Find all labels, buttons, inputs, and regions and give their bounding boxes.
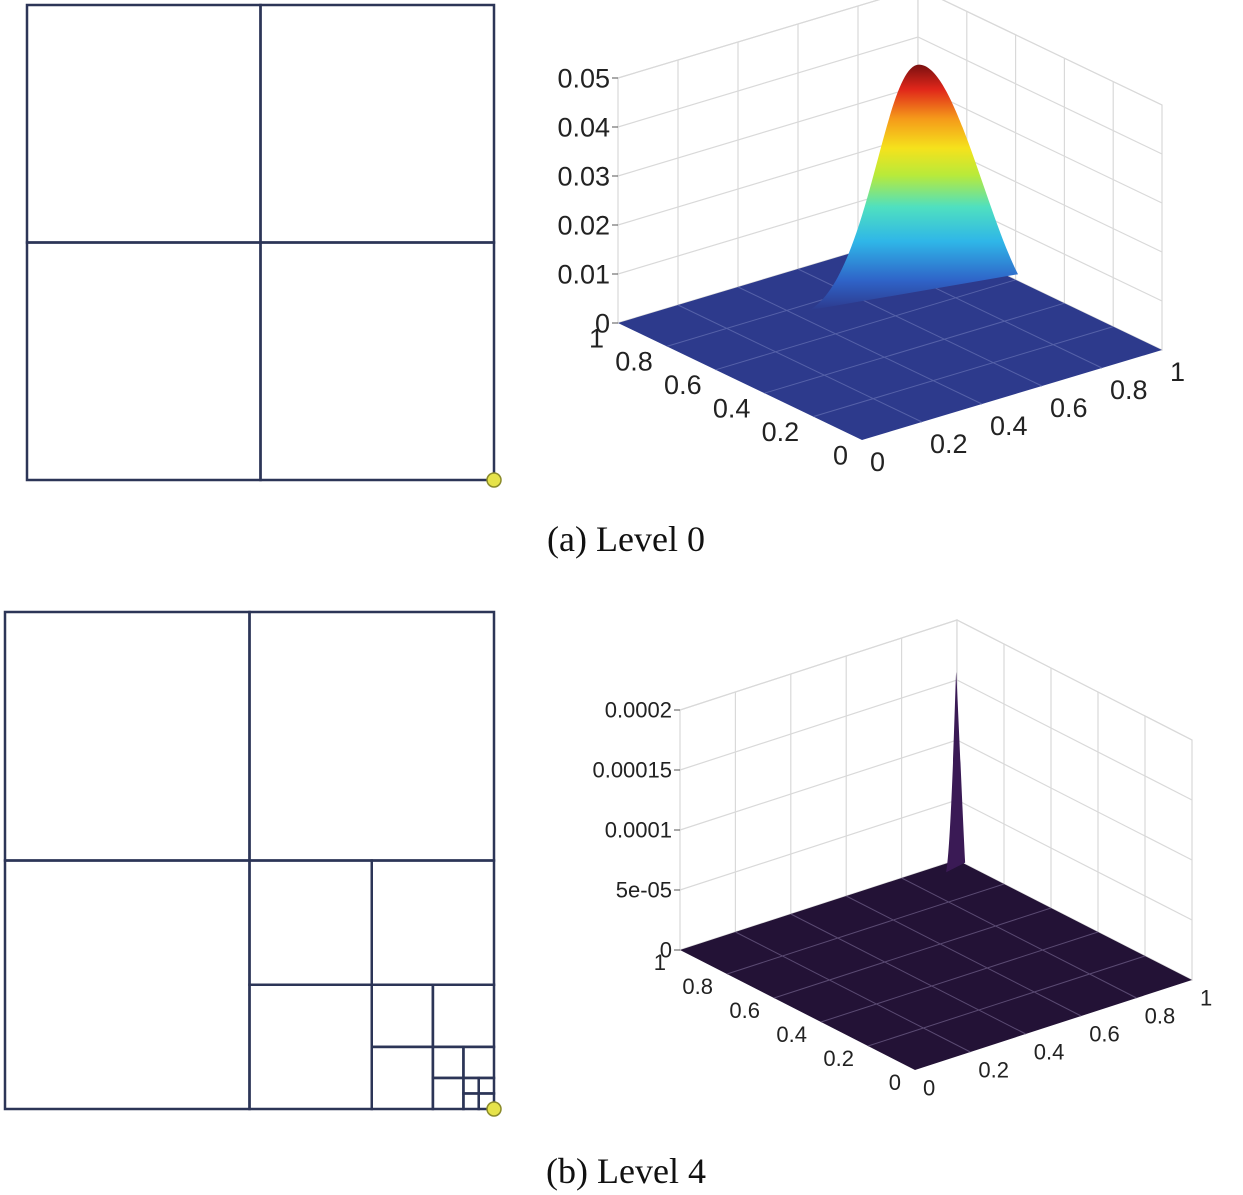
surf-b-floor-gridline <box>773 907 1052 999</box>
surf-b-floor-gridline <box>735 931 971 1053</box>
surf-b-floor-gridline <box>726 883 1005 975</box>
level0-mesh-cell <box>259 3 496 244</box>
surf-b-z-tick-label: 0.0001 <box>605 818 672 843</box>
surf-a-floor-gridline <box>737 286 983 405</box>
surf-b-floor-gridline <box>790 913 1027 1035</box>
surf-a-z-tick-label: 0 <box>595 308 610 338</box>
caption-level0: (a) Level 0 <box>547 519 705 559</box>
level4-surface-spike <box>946 672 966 873</box>
surf-a-x-tick-label: 0.4 <box>990 411 1028 441</box>
surf-b-floor-gridline <box>845 895 1082 1017</box>
surf-a-y-tick-label: 0 <box>833 440 848 470</box>
level4-surface-floor <box>680 860 1192 1070</box>
level4-mesh-cell <box>431 983 496 1049</box>
surf-a-z-tick-label: 0.01 <box>557 259 610 289</box>
surf-a-wall-gridline <box>617 0 1163 106</box>
surf-b-z-tick-label: 0.00015 <box>592 758 672 783</box>
level4-mesh-cell <box>248 610 496 862</box>
surf-a-y-tick-label: 1 <box>589 323 604 353</box>
surf-b-y-tick-label: 0.2 <box>823 1046 854 1071</box>
surf-b-x-tick-label: 0.6 <box>1089 1021 1120 1046</box>
level0-tick-labels: 00.010.020.030.040.0500.20.40.60.8100.20… <box>557 63 1185 477</box>
surf-b-y-tick-label: 0.4 <box>776 1022 807 1047</box>
surf-b-wall-gridline <box>679 679 1193 801</box>
surf-a-z-tick-label: 0.02 <box>557 210 610 240</box>
level4-mesh-cell <box>370 983 435 1049</box>
surf-b-wall-gridline <box>679 619 1193 741</box>
surf-b-x-tick-label: 0.8 <box>1145 1003 1176 1028</box>
surf-a-x-tick-label: 0.2 <box>930 429 968 459</box>
level0-surface-floor <box>618 233 1162 440</box>
level0-mesh <box>25 3 502 488</box>
surf-b-y-tick-label: 0.8 <box>682 974 713 999</box>
surf-a-y-tick-label: 0.8 <box>615 347 653 377</box>
level4-mesh-cell <box>370 859 496 986</box>
caption-level4: (b) Level 4 <box>546 1151 706 1191</box>
surf-a-z-tick-label: 0.03 <box>557 161 610 191</box>
level4-mesh-cell <box>370 1045 435 1111</box>
level4-mesh-cell <box>3 610 251 862</box>
surf-b-x-tick-label: 0.2 <box>978 1057 1009 1082</box>
surf-a-floor-gridline <box>813 326 1114 418</box>
surf-a-floor-gridline <box>764 302 1065 394</box>
level0-surface-peak <box>809 64 1018 311</box>
surf-a-x-tick-label: 0.8 <box>1110 375 1148 405</box>
level4-tick-labels: 05e-050.00010.000150.000200.20.40.60.810… <box>592 698 1212 1101</box>
surf-a-z-tick-label: 0.04 <box>557 112 610 142</box>
level4-mesh-cell <box>3 859 251 1111</box>
level4-mesh-cell <box>477 1076 496 1095</box>
surf-a-y-tick-label: 0.2 <box>762 417 800 447</box>
level4-mesh-cell <box>431 1045 465 1080</box>
surf-b-z-tick-label: 5e-05 <box>616 878 672 903</box>
surf-b-x-tick-label: 0 <box>923 1075 935 1100</box>
surf-a-y-tick-label: 0.6 <box>664 370 702 400</box>
surf-a-x-tick-label: 1 <box>1170 357 1185 387</box>
surf-b-x-tick-label: 1 <box>1200 985 1212 1010</box>
level4-mesh-cell <box>462 1092 480 1111</box>
surf-b-y-tick-label: 1 <box>654 950 666 975</box>
surf-b-floor-gridline <box>867 955 1146 1047</box>
surf-a-x-tick-label: 0 <box>870 447 885 477</box>
level4-mesh-cell <box>462 1076 480 1095</box>
surf-a-wall-gridline <box>617 36 1163 155</box>
level4-floor-gridlines <box>726 877 1146 1053</box>
surf-b-floor-gridline <box>820 931 1099 1023</box>
surf-b-x-tick-label: 0.4 <box>1034 1039 1065 1064</box>
level4-mesh-cell <box>431 1076 465 1111</box>
level0-axes-walls <box>617 0 1163 351</box>
level4-surface-plot: 05e-050.00010.000150.000200.20.40.60.810… <box>592 619 1212 1101</box>
surf-b-z-tick-label: 0 <box>660 938 672 963</box>
surf-b-z-tick-label: 0.0002 <box>605 698 672 723</box>
surf-b-y-tick-label: 0 <box>889 1070 901 1095</box>
surf-a-floor-gridline <box>677 304 923 423</box>
level4-mesh-cell <box>248 983 373 1111</box>
surf-a-y-tick-label: 0.4 <box>713 394 751 424</box>
level0-surface-plot: 00.010.020.030.040.0500.20.40.60.8100.20… <box>557 0 1185 477</box>
level0-mesh-cell <box>25 241 262 482</box>
surf-a-floor-gridline <box>715 279 1016 371</box>
level4-mesh-cell <box>248 859 373 986</box>
level0-mesh-cell <box>25 3 262 244</box>
surf-b-floor-gridline <box>901 877 1137 999</box>
level0-mesh-cell <box>259 241 496 482</box>
level0-corner-marker <box>486 472 502 488</box>
surf-b-y-tick-label: 0.6 <box>729 998 760 1023</box>
level4-mesh-cell <box>462 1045 496 1080</box>
surf-a-z-tick-label: 0.05 <box>557 63 610 93</box>
surf-a-x-tick-label: 0.6 <box>1050 393 1088 423</box>
level4-corner-marker <box>486 1101 502 1117</box>
level4-mesh <box>3 610 502 1117</box>
